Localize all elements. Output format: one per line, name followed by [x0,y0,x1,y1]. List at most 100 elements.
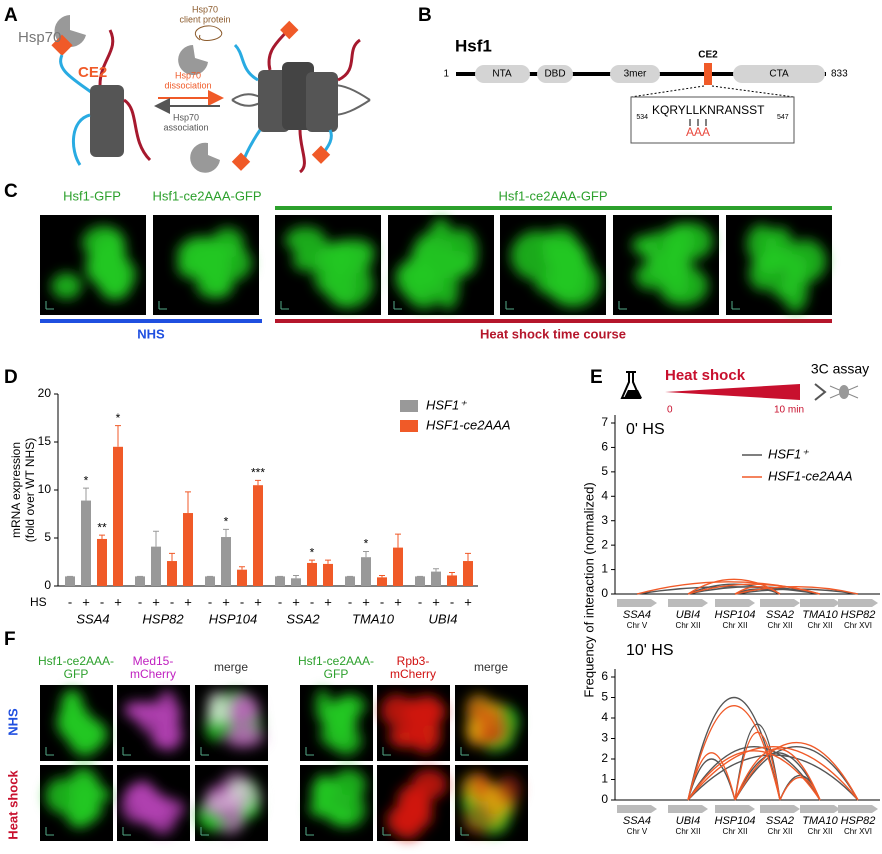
bar [167,561,177,586]
mutation-ticks [689,119,707,126]
x-tick-label: HSP104 [209,611,257,626]
label: Hsp70 [173,112,199,122]
axes-glyph [460,827,469,836]
bar [151,546,161,586]
row-label: NHS [5,708,20,736]
label: Hsp70 [18,29,61,46]
chart-title: 10' HS [626,642,674,659]
locus-box [617,805,657,813]
x-tick-label: SSA4 [76,611,109,626]
condition-label: - [348,594,352,609]
signal-blob [75,799,103,820]
bar [81,500,91,586]
signal-blob [225,783,263,811]
error-bar [153,530,159,547]
panel-label: A [4,5,18,26]
annotation: * [116,411,121,425]
axes-glyph [305,827,314,836]
micrograph [195,765,268,841]
label: AAA [686,125,710,139]
bar [431,571,441,586]
signal-blob [333,806,353,828]
condition-label: + [222,594,230,609]
column-label: GFP [324,667,349,681]
signal-blob [229,726,266,748]
flask-icon [624,390,642,398]
signal-blob [666,272,690,297]
signal-blob [239,695,257,717]
micrograph [377,765,450,841]
annotation: * [224,515,229,529]
x-tick-label: HSP104 [715,815,756,827]
image-signal [123,690,183,751]
y-tick-label: 1 [601,772,608,786]
signal-blob [312,777,343,810]
condition-label: + [464,594,472,609]
micrograph [117,685,190,761]
x-tick-sublabel: Chr XII [723,621,748,630]
y-tick-label: 3 [601,513,608,527]
condition-label: - [418,594,422,609]
y-tick-label: 6 [601,440,608,454]
linker [98,29,115,86]
y-tick-label: 20 [38,386,52,400]
image-signal [45,766,112,829]
x-tick-label: HSP104 [715,609,756,621]
micrograph [153,215,259,315]
label: 534 [636,114,648,121]
axes-glyph [122,827,131,836]
locus-box [668,805,708,813]
label: 0 [667,405,673,416]
signal-blob [471,771,490,799]
axis-label: mRNA expression [9,442,23,538]
locus-box [800,805,840,813]
ce2-box [704,63,712,85]
x-tick-label: TMA10 [352,611,395,626]
label: dissociation [164,80,211,90]
interaction-arc [687,752,736,801]
axis-label: (fold over WT NHS) [23,438,37,542]
interaction-arc [779,777,821,801]
error-bar [325,559,331,564]
micrograph [455,685,528,761]
interaction-arc [734,752,821,801]
annotation: * [364,537,369,551]
hsp70-icon [178,45,208,75]
x-tick-label: SSA2 [766,609,794,621]
image-signal [51,225,137,301]
legend-label: HSF1⁺ [768,446,809,461]
error-bar [293,574,299,579]
y-tick-label: 0 [601,586,608,600]
condition-label: - [208,594,212,609]
interaction-arc [734,731,781,801]
y-tick-label: 4 [601,488,608,502]
image-signal [395,217,478,310]
bar [65,576,75,586]
micrograph [117,765,190,841]
signal-blob [206,690,224,721]
micrograph [500,215,606,315]
ce2-icon [311,145,331,164]
y-tick-label: 2 [601,537,608,551]
time-arrow [665,384,800,400]
x-tick-sublabel: Chr XVI [844,621,872,630]
bar [447,575,457,586]
signal-blob [97,242,124,272]
label: KQRYLLKNRANSST [652,103,765,117]
group-bar [275,319,832,323]
bar [361,557,371,586]
legend-label: HSF1-ce2AAA [768,468,853,483]
label: 3mer [624,69,647,80]
column-label: Hsf1-ce2AAA- [38,654,114,668]
legend-swatch [400,420,418,432]
condition-label: + [324,594,332,609]
signal-blob [331,240,353,268]
column-label: Med15- [133,654,174,668]
micrograph [613,215,719,315]
condition-label: - [100,594,104,609]
bar [237,569,247,586]
error-bar [379,574,385,578]
column-label: merge [214,660,248,674]
bar [323,563,333,586]
axes-glyph [382,827,391,836]
